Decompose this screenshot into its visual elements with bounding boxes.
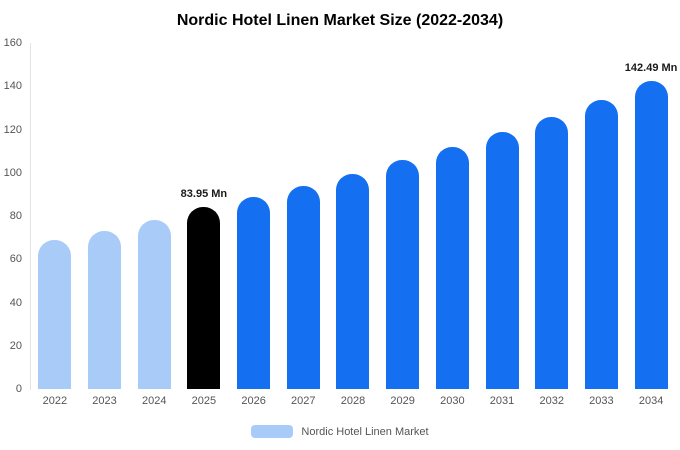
y-tick-label: 140 <box>3 80 22 93</box>
x-tick-label-2030: 2030 <box>440 395 465 407</box>
x-tick-label-2031: 2031 <box>489 395 515 407</box>
x-tick-label-2023: 2023 <box>92 395 117 407</box>
bar-2022 <box>38 239 72 389</box>
bar-value-label: 83.95 Mn <box>180 188 228 201</box>
bar-2034 <box>634 80 668 389</box>
legend-swatch <box>251 425 294 438</box>
bar-column-2031 <box>477 43 527 389</box>
y-tick-label: 60 <box>9 253 22 266</box>
bar-column-2032 <box>527 43 577 389</box>
bar-column-2034: 142.49 Mn <box>624 43 678 389</box>
legend: Nordic Hotel Linen Market <box>0 425 680 438</box>
bar-2027 <box>286 185 320 389</box>
x-tick-label-2022: 2022 <box>42 395 68 407</box>
legend-label: Nordic Hotel Linen Market <box>301 425 429 438</box>
x-tick-label-2032: 2032 <box>539 395 564 407</box>
chart-title: Nordic Hotel Linen Market Size (2022-203… <box>176 12 504 29</box>
y-tick-label: 40 <box>9 296 22 309</box>
y-tick-label: 120 <box>3 123 22 136</box>
x-tick-label-2025: 2025 <box>191 395 217 407</box>
bar-value-label: 142.49 Mn <box>624 61 678 74</box>
bar-2029 <box>386 159 420 389</box>
bar-column-2030 <box>428 43 478 389</box>
bar-column-2023 <box>80 43 130 389</box>
x-tick-label-2029: 2029 <box>390 395 415 407</box>
x-tick-label-2033: 2033 <box>589 395 614 407</box>
bar-2023 <box>88 231 122 389</box>
plot-area: 83.95 Mn 142.49 Mn <box>30 43 678 389</box>
bar-2031 <box>485 131 519 389</box>
x-tick-label-2026: 2026 <box>241 395 266 407</box>
bar-column-2022 <box>30 43 80 389</box>
bar-2026 <box>237 196 271 389</box>
y-tick-label: 80 <box>9 210 22 222</box>
y-tick-label: 100 <box>3 166 22 179</box>
y-tick-label: 20 <box>9 339 22 352</box>
bar-series: 83.95 Mn 142.49 Mn <box>30 43 678 389</box>
bar-2030 <box>435 146 469 389</box>
bar-2025 <box>187 207 221 389</box>
bar-column-2033 <box>577 43 627 389</box>
x-tick-label-2027: 2027 <box>291 395 316 407</box>
bar-column-2024 <box>129 43 179 389</box>
bar-column-2026 <box>229 43 279 389</box>
x-axis: 2022 2023 2024 2025 2026 2027 2028 2029 2030 2031… <box>30 395 676 407</box>
y-axis: 0 20 40 60 80 100 120 140 160 <box>0 37 24 395</box>
bar-column-2025: 83.95 Mn <box>179 43 229 389</box>
x-tick-label-2024: 2024 <box>141 395 167 407</box>
bar-2024 <box>137 220 171 389</box>
bar-column-2027 <box>278 43 328 389</box>
bar-2032 <box>535 116 569 389</box>
x-tick-label-2028: 2028 <box>340 395 366 407</box>
y-tick-label: 0 <box>15 383 22 395</box>
x-tick-label-2034: 2034 <box>638 395 664 407</box>
bar-column-2028 <box>328 43 378 389</box>
y-axis-line <box>30 43 31 390</box>
bar-2028 <box>336 173 370 389</box>
bar-column-2029 <box>378 43 428 389</box>
bar-2033 <box>584 100 618 389</box>
y-tick-label: 160 <box>3 37 22 49</box>
